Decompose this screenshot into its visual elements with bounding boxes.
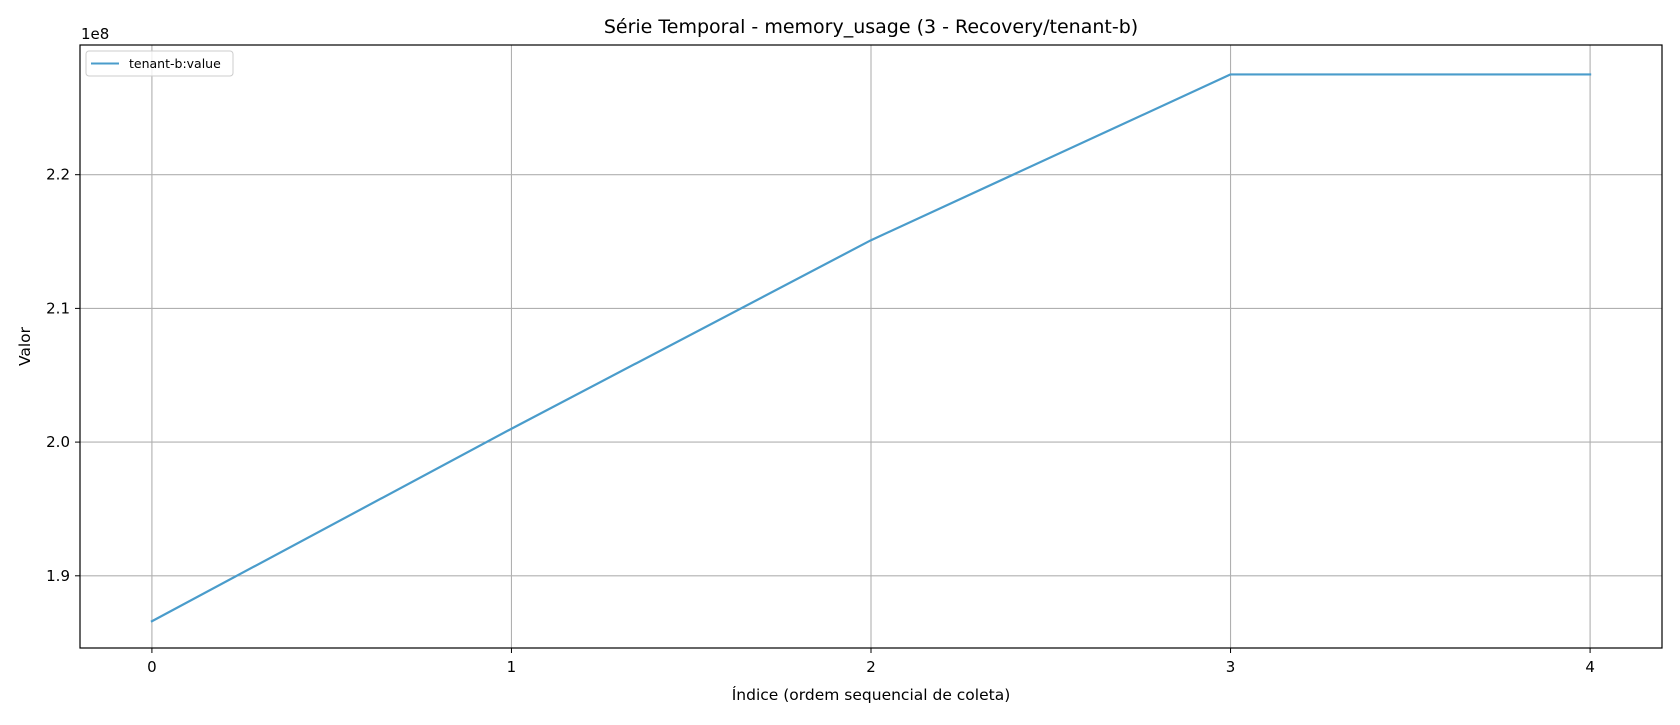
y-tick-label: 2.2 (46, 166, 70, 184)
x-axis-label: Índice (ordem sequencial de coleta) (732, 685, 1011, 704)
legend-label: tenant-b:value (129, 56, 221, 71)
grid-layer (80, 45, 1662, 648)
tick-layer: 0 1 2 3 4 1.9 2.0 2.1 2.2 (46, 166, 1595, 676)
y-tick-label: 1.9 (46, 567, 70, 585)
y-axis-label: Valor (16, 326, 34, 366)
y-axis-offset-label: 1e8 (81, 25, 109, 43)
chart-title: Série Temporal - memory_usage (3 - Recov… (604, 16, 1138, 38)
x-tick-label: 0 (147, 658, 157, 676)
y-tick-label: 2.0 (46, 433, 70, 451)
x-tick-label: 2 (866, 658, 876, 676)
x-tick-label: 4 (1585, 658, 1595, 676)
x-tick-label: 1 (507, 658, 517, 676)
legend: tenant-b:value (86, 51, 233, 76)
x-tick-label: 3 (1226, 658, 1236, 676)
y-tick-label: 2.1 (46, 299, 70, 317)
